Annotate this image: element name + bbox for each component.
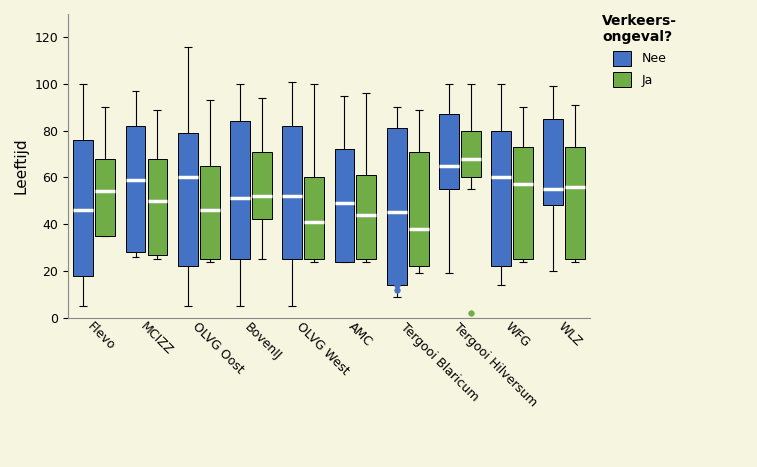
Bar — [73, 140, 93, 276]
Bar — [461, 131, 481, 177]
Bar — [335, 149, 354, 262]
Bar — [178, 133, 198, 266]
Bar — [409, 152, 428, 266]
Bar — [491, 131, 511, 266]
Bar — [282, 126, 302, 259]
Bar — [387, 128, 407, 285]
Y-axis label: Leeftijd: Leeftijd — [14, 137, 29, 194]
Bar — [252, 152, 272, 219]
Bar — [148, 159, 167, 255]
Bar — [126, 126, 145, 252]
Bar — [95, 159, 115, 236]
Bar — [565, 147, 585, 259]
Bar — [544, 119, 563, 205]
Bar — [357, 175, 376, 259]
Bar — [200, 166, 220, 259]
Bar — [304, 177, 324, 259]
Bar — [230, 121, 250, 259]
Bar — [513, 147, 533, 259]
Bar — [439, 114, 459, 189]
Legend: Nee, Ja: Nee, Ja — [602, 14, 677, 87]
